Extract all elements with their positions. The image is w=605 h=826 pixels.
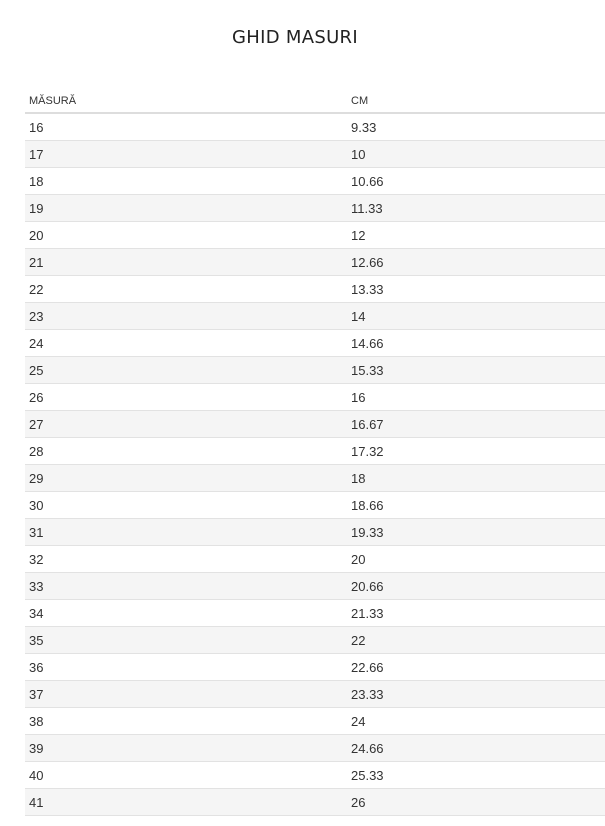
cm-cell: 18.66 — [347, 491, 605, 519]
page-title: GHID MASURI — [232, 27, 358, 48]
table-row: 31 19.33 — [25, 518, 605, 546]
cm-cell: 16 — [347, 383, 605, 411]
size-cell: 28 — [25, 437, 347, 465]
size-cell: 33 — [25, 572, 347, 600]
table-row: 23 14 — [25, 302, 605, 330]
cm-cell: 19.33 — [347, 518, 605, 546]
table-row: 27 16.67 — [25, 410, 605, 438]
size-cell: 29 — [25, 464, 347, 492]
table-row: 30 18.66 — [25, 491, 605, 519]
table-row: 22 13.33 — [25, 275, 605, 303]
table-row: 16 9.33 — [25, 113, 605, 141]
table-row: 20 12 — [25, 221, 605, 249]
cm-cell: 10 — [347, 140, 605, 168]
cm-cell: 24.66 — [347, 734, 605, 762]
cm-cell: 21.33 — [347, 599, 605, 627]
table-row: 28 17.32 — [25, 437, 605, 465]
size-cell: 37 — [25, 680, 347, 708]
size-cell: 19 — [25, 194, 347, 222]
cm-cell: 20 — [347, 545, 605, 573]
cm-cell: 10.66 — [347, 167, 605, 195]
table-row: 35 22 — [25, 626, 605, 654]
size-cell: 41 — [25, 788, 347, 816]
table-header-row: MĂSURĂ CM — [25, 89, 605, 114]
size-cell: 38 — [25, 707, 347, 735]
table-row: 18 10.66 — [25, 167, 605, 195]
size-cell: 24 — [25, 329, 347, 357]
table-row: 37 23.33 — [25, 680, 605, 708]
table-row: 38 24 — [25, 707, 605, 735]
size-cell: 16 — [25, 113, 347, 141]
cm-cell: 11.33 — [347, 194, 605, 222]
cm-cell: 9.33 — [347, 113, 605, 141]
table-row: 24 14.66 — [25, 329, 605, 357]
cm-cell: 14 — [347, 302, 605, 330]
size-cell: 30 — [25, 491, 347, 519]
size-cell: 35 — [25, 626, 347, 654]
size-guide-table: MĂSURĂ CM 16 9.33 17 10 18 10.66 19 11.33 20 12 21… — [25, 89, 605, 816]
cm-cell: 16.67 — [347, 410, 605, 438]
cm-cell: 23.33 — [347, 680, 605, 708]
size-cell: 20 — [25, 221, 347, 249]
size-cell: 25 — [25, 356, 347, 384]
size-cell: 17 — [25, 140, 347, 168]
table-row: 19 11.33 — [25, 194, 605, 222]
size-cell: 34 — [25, 599, 347, 627]
column-header-size: MĂSURĂ — [25, 89, 347, 114]
cm-cell: 20.66 — [347, 572, 605, 600]
cm-cell: 13.33 — [347, 275, 605, 303]
table-row: 25 15.33 — [25, 356, 605, 384]
table-row: 36 22.66 — [25, 653, 605, 681]
table-row: 34 21.33 — [25, 599, 605, 627]
cm-cell: 26 — [347, 788, 605, 816]
cm-cell: 14.66 — [347, 329, 605, 357]
table-row: 32 20 — [25, 545, 605, 573]
size-cell: 39 — [25, 734, 347, 762]
size-cell: 27 — [25, 410, 347, 438]
table-row: 41 26 — [25, 788, 605, 816]
size-cell: 40 — [25, 761, 347, 789]
size-cell: 22 — [25, 275, 347, 303]
cm-cell: 12 — [347, 221, 605, 249]
size-cell: 26 — [25, 383, 347, 411]
column-header-cm: CM — [347, 89, 605, 114]
cm-cell: 25.33 — [347, 761, 605, 789]
table-row: 39 24.66 — [25, 734, 605, 762]
table-row: 33 20.66 — [25, 572, 605, 600]
cm-cell: 17.32 — [347, 437, 605, 465]
table-row: 40 25.33 — [25, 761, 605, 789]
table-row: 17 10 — [25, 140, 605, 168]
size-cell: 31 — [25, 518, 347, 546]
size-cell: 21 — [25, 248, 347, 276]
size-cell: 32 — [25, 545, 347, 573]
cm-cell: 15.33 — [347, 356, 605, 384]
table-row: 21 12.66 — [25, 248, 605, 276]
cm-cell: 22 — [347, 626, 605, 654]
cm-cell: 12.66 — [347, 248, 605, 276]
size-cell: 36 — [25, 653, 347, 681]
cm-cell: 22.66 — [347, 653, 605, 681]
table-row: 26 16 — [25, 383, 605, 411]
cm-cell: 18 — [347, 464, 605, 492]
table-row: 29 18 — [25, 464, 605, 492]
cm-cell: 24 — [347, 707, 605, 735]
size-cell: 23 — [25, 302, 347, 330]
size-cell: 18 — [25, 167, 347, 195]
